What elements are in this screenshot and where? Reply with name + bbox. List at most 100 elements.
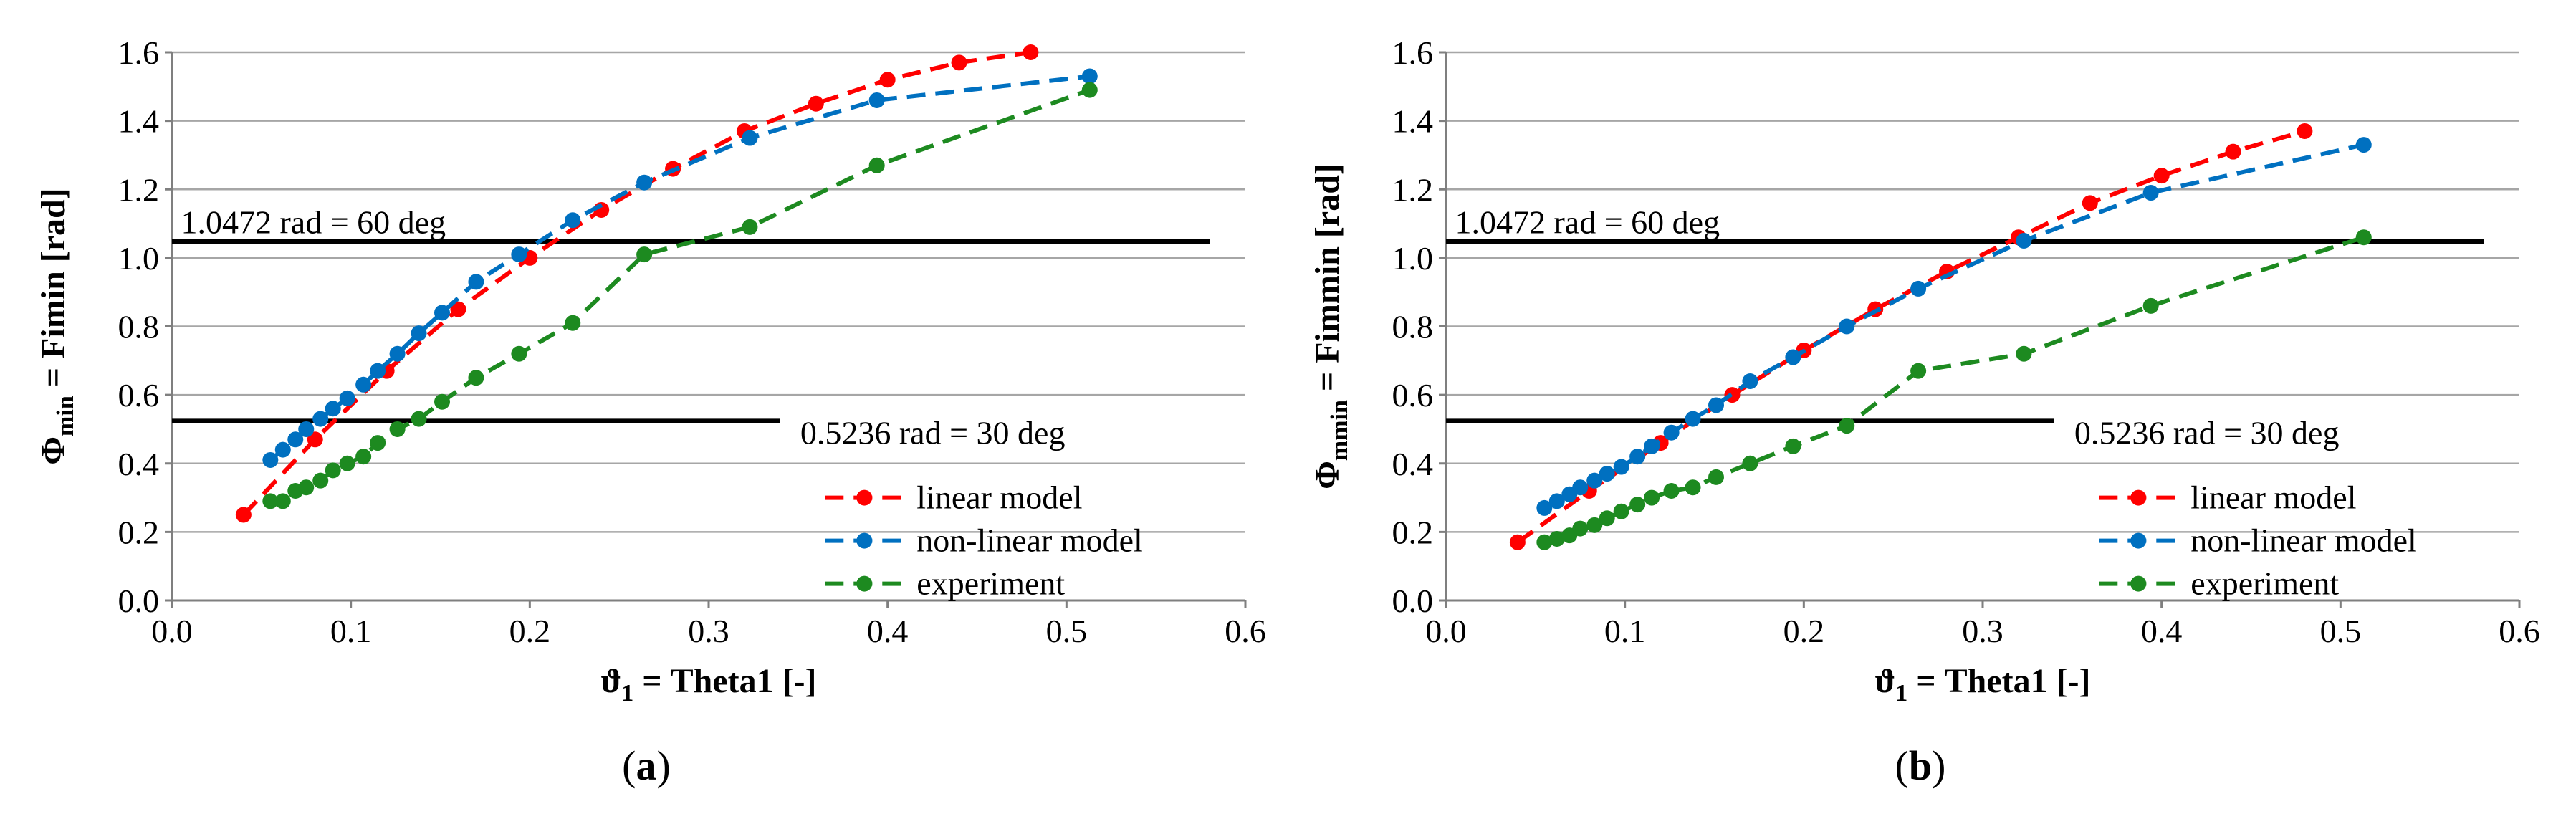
y-tick-label: 1.6 — [118, 34, 160, 71]
data-point — [1599, 510, 1615, 527]
x-tick-label: 0.2 — [509, 613, 551, 649]
y-tick-label: 0.8 — [118, 309, 160, 345]
y-tick-label: 0.6 — [118, 377, 160, 413]
legend-label: linear model — [2190, 479, 2356, 516]
data-point — [389, 345, 406, 362]
chart-panel-b: 0.0 0.2 0.4 0.6 0.8 1.0 1.2 1.4 1.6 0.0 0.1 0.2 0.3 0… — [1308, 34, 2540, 789]
data-point — [1613, 503, 1629, 519]
data-point — [235, 507, 252, 523]
y-tick-label: 1.4 — [1392, 103, 1434, 140]
data-point — [1644, 489, 1660, 506]
data-point — [1629, 497, 1646, 513]
x-tick-label: 0.0 — [1425, 613, 1467, 649]
x-tick-label: 0.6 — [2499, 613, 2540, 649]
data-point — [434, 305, 450, 321]
y-tick-label: 0.0 — [118, 583, 160, 619]
x-tick-label: 0.4 — [2141, 613, 2183, 649]
data-point — [2225, 143, 2241, 160]
data-point — [298, 421, 315, 437]
data-point — [1685, 479, 1701, 496]
y-tick-label: 1.2 — [118, 171, 160, 208]
data-point — [339, 390, 355, 406]
y-tick-label: 1.6 — [1392, 34, 1434, 71]
panel-label: (a) — [622, 742, 671, 789]
y-axis-title: Φmin = Fimin [rad] — [34, 188, 79, 464]
data-point — [1839, 418, 1855, 434]
data-point — [2355, 137, 2372, 153]
data-point — [1785, 349, 1801, 365]
legend-marker — [2130, 489, 2147, 506]
data-point — [1081, 82, 1098, 98]
legend-label: experiment — [916, 565, 1065, 602]
data-point — [1599, 466, 1615, 482]
data-point — [1536, 499, 1553, 516]
data-point — [2016, 232, 2032, 249]
legend-marker — [856, 489, 873, 506]
data-point — [312, 411, 329, 427]
x-tick-label: 0.1 — [330, 613, 372, 649]
data-point — [262, 451, 279, 468]
data-point — [298, 479, 315, 496]
y-tick-label: 0.6 — [1392, 377, 1434, 413]
data-point — [2297, 123, 2313, 139]
data-point — [742, 130, 758, 146]
x-tick-label: 0.4 — [867, 613, 909, 649]
legend-marker — [856, 575, 873, 592]
data-point — [2142, 185, 2159, 201]
data-point — [1742, 455, 1758, 471]
x-tick-label: 0.0 — [151, 613, 193, 649]
data-point — [742, 219, 758, 235]
data-point — [808, 95, 824, 112]
data-point — [355, 376, 372, 393]
data-point — [1708, 397, 1724, 413]
data-point — [1548, 493, 1565, 509]
data-point — [1910, 280, 1927, 297]
data-point — [1536, 534, 1553, 550]
data-point — [636, 246, 653, 263]
y-tick-label: 0.4 — [1392, 446, 1434, 482]
y-tick-label: 1.2 — [1392, 171, 1434, 208]
data-point — [1586, 517, 1603, 533]
data-point — [2082, 195, 2098, 211]
data-point — [355, 449, 372, 465]
data-point — [325, 462, 341, 479]
data-point — [1785, 438, 1801, 454]
panel-label: (b) — [1895, 742, 1946, 789]
y-tick-label: 0.2 — [1392, 514, 1434, 550]
chart-panel-a: 0.0 0.2 0.4 0.6 0.8 1.0 1.2 1.4 1.6 0.0 0.1 0.2 0.3 0… — [34, 34, 1266, 789]
y-tick-label: 0.4 — [118, 446, 160, 482]
data-point — [274, 493, 291, 509]
data-point — [1081, 68, 1098, 85]
data-point — [370, 435, 386, 451]
series-line-linear-model — [1516, 129, 2306, 545]
data-point — [450, 301, 466, 317]
data-point — [1663, 483, 1680, 499]
data-point — [868, 157, 885, 173]
y-tick-label: 1.0 — [118, 240, 160, 277]
data-point — [1685, 411, 1701, 427]
data-point — [565, 315, 581, 331]
data-point — [389, 421, 406, 437]
reference-line-label: 0.5236 rad = 30 deg — [800, 415, 1066, 451]
data-point — [1708, 469, 1724, 485]
data-point — [287, 431, 304, 448]
legend-label: non-linear model — [2190, 522, 2417, 559]
y-tick-label: 0.0 — [1392, 583, 1434, 619]
series-line-linear-model — [241, 50, 1031, 517]
y-tick-label: 1.4 — [118, 103, 160, 140]
data-point — [411, 325, 427, 342]
data-point — [468, 274, 484, 290]
legend-marker — [856, 532, 873, 549]
data-point — [1613, 459, 1629, 475]
data-point — [511, 345, 527, 362]
reference-line-label: 0.5236 rad = 30 deg — [2074, 415, 2340, 451]
data-point — [951, 54, 967, 71]
data-point — [1724, 387, 1741, 403]
legend-marker — [2130, 575, 2147, 592]
data-point — [1509, 534, 1526, 550]
data-point — [1572, 479, 1589, 496]
x-tick-label: 0.3 — [1962, 613, 2003, 649]
data-point — [1023, 44, 1039, 60]
y-tick-label: 0.2 — [118, 514, 160, 550]
